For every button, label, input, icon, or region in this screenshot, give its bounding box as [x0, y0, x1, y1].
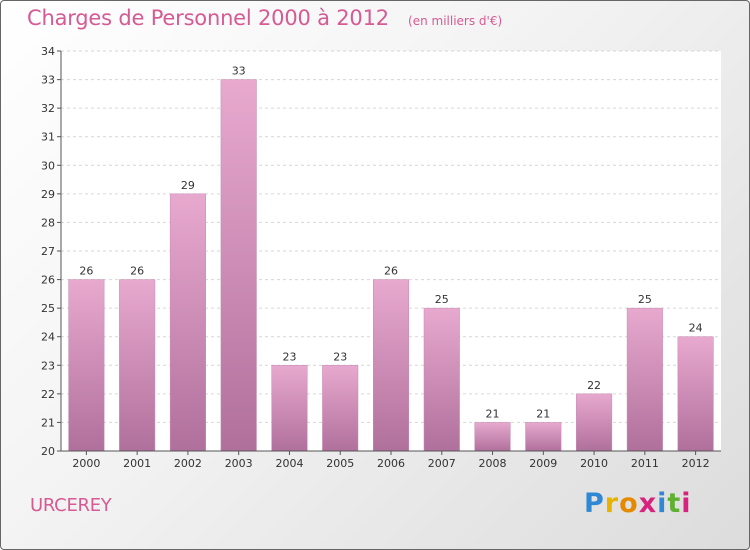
data-label-2010: 22	[587, 379, 601, 392]
logo-letter: i	[657, 488, 668, 519]
x-tick-label-2003: 2003	[225, 457, 253, 470]
data-label-2011: 25	[638, 293, 652, 306]
bar-2010[interactable]	[576, 393, 613, 452]
data-label-2003: 33	[232, 65, 246, 78]
bar-2004[interactable]	[271, 365, 308, 452]
data-label-2004: 23	[282, 350, 296, 363]
x-tick-label-2011: 2011	[631, 457, 659, 470]
data-label-2008: 21	[486, 407, 500, 420]
data-label-2007: 25	[435, 293, 449, 306]
commune-name: URCEREY	[30, 495, 112, 516]
y-tick-label: 34	[41, 45, 55, 58]
proxiti-logo[interactable]: Proxiti	[584, 488, 692, 519]
logo-letter: i	[681, 488, 692, 519]
bar-2007[interactable]	[423, 307, 460, 452]
y-tick-label: 22	[41, 388, 55, 401]
y-tick-label: 26	[41, 274, 55, 287]
y-tick-label: 28	[41, 216, 55, 229]
x-tick-label-2010: 2010	[580, 457, 608, 470]
bar-2011[interactable]	[626, 307, 663, 452]
bar-2008[interactable]	[474, 422, 511, 452]
bar-2005[interactable]	[322, 365, 359, 452]
bar-2000[interactable]	[68, 279, 105, 452]
y-tick-label: 30	[41, 159, 55, 172]
y-tick-label: 21	[41, 416, 55, 429]
bar-2003[interactable]	[220, 79, 257, 452]
bar-2002[interactable]	[169, 193, 206, 452]
logo-letter: o	[619, 488, 639, 519]
y-tick-label: 20	[41, 445, 55, 458]
data-label-2005: 23	[333, 350, 347, 363]
data-label-2002: 29	[181, 179, 195, 192]
x-tick-label-2002: 2002	[174, 457, 202, 470]
chart-subtitle: (en milliers d'€)	[408, 14, 503, 28]
logo-letter: x	[638, 488, 658, 519]
x-tick-label-2008: 2008	[479, 457, 507, 470]
logo-letter: r	[604, 488, 620, 519]
data-labels: 26 26 29 33 23 23 26 25 21 21 22 25 24	[79, 65, 702, 421]
y-tick-label: 32	[41, 102, 55, 115]
data-label-2006: 26	[384, 265, 398, 278]
bar-2012[interactable]	[677, 336, 714, 452]
data-label-2001: 26	[130, 265, 144, 278]
y-tick-label: 24	[41, 331, 55, 344]
bar-2001[interactable]	[119, 279, 156, 452]
axes: 20 21 22 23 24 25 26 27 28 29 30 31 32 33 34 2000 2001 20…	[41, 45, 721, 470]
chart-header: Charges de Personnel 2000 à 2012 (en mil…	[27, 6, 502, 30]
y-tick-label: 31	[41, 131, 55, 144]
chart-title: Charges de Personnel 2000 à 2012	[27, 6, 389, 30]
data-label-2012: 24	[689, 322, 703, 335]
y-tick-label: 27	[41, 245, 55, 258]
x-tick-label-2009: 2009	[529, 457, 557, 470]
x-tick-label-2004: 2004	[275, 457, 303, 470]
y-tick-label: 25	[41, 302, 55, 315]
bar-2009[interactable]	[525, 422, 562, 452]
data-label-2009: 21	[536, 407, 550, 420]
logo-letter: P	[584, 488, 605, 519]
x-tick-label-2007: 2007	[428, 457, 456, 470]
y-tick-label: 33	[41, 74, 55, 87]
x-tick-label-2001: 2001	[123, 457, 151, 470]
y-tick-label: 29	[41, 188, 55, 201]
bar-2006[interactable]	[372, 279, 410, 452]
x-tick-label-2005: 2005	[326, 457, 354, 470]
data-label-2000: 26	[79, 265, 93, 278]
x-tick-label-2012: 2012	[682, 457, 710, 470]
y-tick-label: 23	[41, 359, 55, 372]
x-tick-label-2006: 2006	[377, 457, 405, 470]
bars	[68, 79, 714, 452]
x-tick-label-2000: 2000	[72, 457, 100, 470]
logo-letter: t	[667, 488, 682, 519]
